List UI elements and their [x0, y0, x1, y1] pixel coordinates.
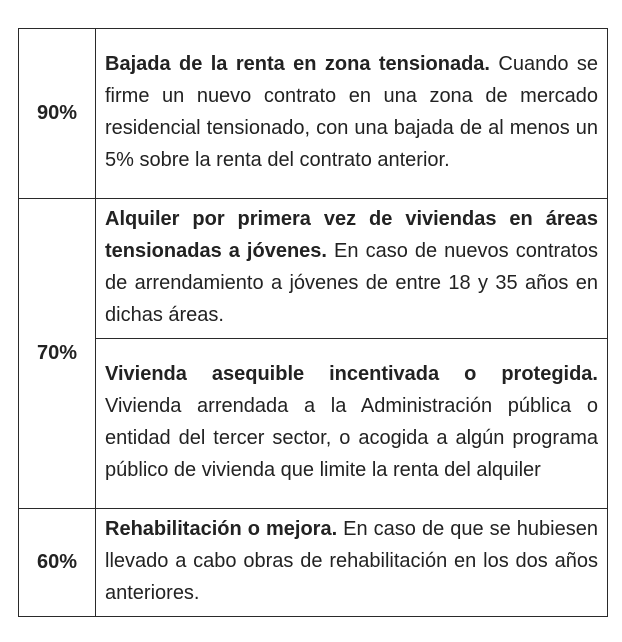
table-row-70-b: Vivienda asequible incentivada o protegi… — [19, 338, 608, 509]
item-title: Bajada de la renta en zona tensionada. — [105, 53, 490, 75]
item-text: Vivienda arrendada a la Administración p… — [105, 395, 598, 481]
item-title: Vivienda asequible incentivada o protegi… — [105, 363, 598, 385]
table-row-90: 90% Bajada de la renta en zona tensionad… — [18, 28, 608, 199]
table-row-70-a: 70% Alquiler por primera vez de vivienda… — [18, 198, 608, 509]
percentage-cell: 60% — [18, 508, 96, 617]
percentage-cell: 90% — [18, 28, 96, 199]
item-text: En caso de que se hubiesen llevado a cab… — [105, 518, 598, 604]
rent-reduction-table: 90% Bajada de la renta en zona tensionad… — [18, 28, 608, 617]
description-cell: Bajada de la renta en zona tensionada. C… — [95, 28, 608, 199]
description-cell: Alquiler por primera vez de viviendas en… — [95, 198, 608, 339]
table-row-60: 60% Rehabilitación o mejora. En caso de … — [18, 508, 608, 617]
percentage-cell: 70% — [18, 198, 96, 509]
item-text: En caso de nuevos contratos de arrendami… — [105, 240, 598, 326]
item-text: Cuando se firme un nuevo contrato en una… — [105, 53, 598, 171]
description-cell: Vivienda asequible incentivada o protegi… — [95, 338, 608, 509]
description-cell: Rehabilitación o mejora. En caso de que … — [95, 508, 608, 617]
item-title: Alquiler por primera vez de viviendas en… — [105, 208, 598, 262]
item-title: Rehabilitación o mejora. — [105, 518, 338, 540]
